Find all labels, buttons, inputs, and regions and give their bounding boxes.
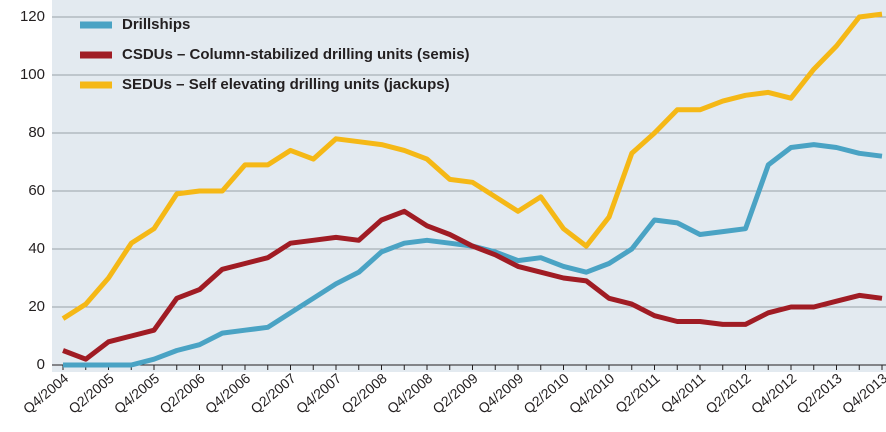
x-tick-label: Q2/2006	[156, 370, 208, 417]
legend-label: Drillships	[122, 16, 190, 33]
x-tick-label: Q4/2010	[566, 370, 618, 417]
x-tick-label: Q4/2005	[111, 370, 163, 417]
x-tick-label: Q4/2011	[658, 370, 709, 416]
series-line	[62, 208, 883, 362]
x-tick-label: Q4/2009	[475, 370, 527, 417]
y-tick-label: 0	[37, 356, 45, 373]
x-tick-label: Q2/2011	[612, 370, 663, 416]
y-tick-label: 40	[28, 240, 45, 257]
x-tick-label: Q4/2006	[202, 370, 254, 417]
x-tick-label: Q4/2008	[384, 370, 436, 417]
x-tick-label: Q2/2005	[65, 370, 117, 417]
x-tick-label: Q2/2007	[247, 370, 299, 417]
x-tick-label: Q4/2013	[839, 370, 886, 417]
x-tick-label: Q2/2010	[520, 370, 572, 417]
x-tick-label: Q2/2008	[338, 370, 390, 417]
legend-label: SEDUs – Self elevating drilling units (j…	[122, 76, 450, 93]
x-tick-label: Q4/2012	[748, 370, 800, 417]
x-tick-label: Q2/2012	[702, 370, 754, 417]
y-tick-label: 100	[20, 66, 45, 83]
x-tick-label: Q4/2007	[293, 370, 345, 417]
series-line	[61, 11, 883, 321]
y-tick-label: 80	[28, 124, 45, 141]
y-tick-label: 60	[28, 182, 45, 199]
y-tick-label: 20	[28, 298, 45, 315]
x-tick-label: Q2/2009	[429, 370, 481, 417]
plot-background	[52, 0, 886, 372]
legend-label: CSDUs – Column-stabilized drilling units…	[122, 46, 470, 63]
y-tick-label: 120	[20, 8, 45, 25]
x-tick-label: Q4/2004	[20, 370, 72, 417]
x-tick-label: Q2/2013	[793, 370, 845, 417]
